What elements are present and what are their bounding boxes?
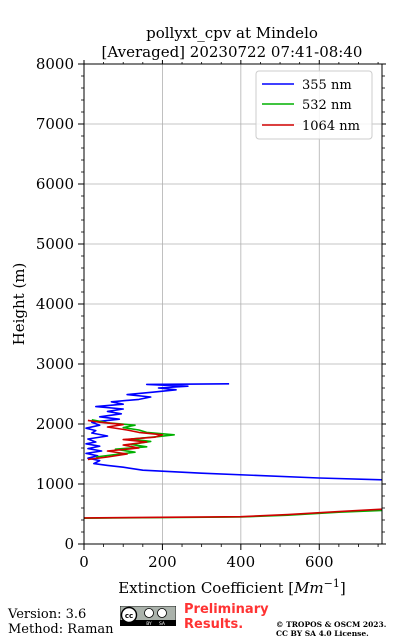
legend-box: [255, 70, 373, 140]
by-label: BY: [146, 621, 152, 626]
version-text: Version: 3.6: [8, 607, 87, 622]
x-axis-label-main: Extinction Coefficient [: [118, 579, 294, 597]
y-tick-label: 3000: [36, 355, 74, 373]
preliminary-results-text: Preliminary Results.: [184, 602, 269, 632]
legend-label-1064: 1064 nm: [302, 119, 360, 134]
series-line-355-nm: [85, 383, 382, 481]
cc-license-badge: cc BY SA: [120, 606, 176, 626]
y-tick-label: 5000: [36, 235, 74, 253]
x-tick-label: 400: [227, 553, 256, 571]
preliminary-line2: Results.: [184, 617, 244, 632]
x-tick-label: 600: [305, 553, 334, 571]
copyright-text: © TROPOS & OSCM 2023. CC BY SA 4.0 Licen…: [276, 620, 386, 638]
y-tick-label: 0: [64, 535, 74, 553]
x-tick-label: 0: [79, 553, 89, 571]
sa-icon: [157, 608, 167, 618]
y-tick-label: 1000: [36, 475, 74, 493]
y-tick-label: 4000: [36, 295, 74, 313]
by-icon: [144, 608, 154, 618]
sa-label: SA: [159, 621, 166, 626]
series-lines: [84, 383, 382, 519]
chart-title-line2: [Averaged] 20230722 07:41-08:40: [102, 43, 363, 61]
method-text: Method: Raman: [8, 622, 114, 637]
series-line-1064-nm: [84, 419, 382, 519]
legend-label-355: 355 nm: [302, 78, 352, 93]
x-axis-label-exp: −1: [324, 577, 340, 590]
y-tick-label: 7000: [36, 115, 74, 133]
preliminary-line1: Preliminary: [184, 602, 269, 617]
y-tick-label: 2000: [36, 415, 74, 433]
cc-icon-text: cc: [125, 612, 133, 620]
legend: 355 nm 532 nm 1064 nm: [255, 70, 373, 140]
x-tick-label: 200: [148, 553, 177, 571]
x-axis-label: Extinction Coefficient [Mm−1]: [118, 577, 345, 597]
y-tick-label: 6000: [36, 175, 74, 193]
y-tick-label: 8000: [36, 55, 74, 73]
y-axis-label: Height (m): [10, 263, 28, 346]
x-axis-label-end: ]: [340, 579, 346, 597]
x-axis-label-unit: Mm: [293, 579, 324, 597]
chart-title-line1: pollyxt_cpv at Mindelo: [146, 24, 318, 42]
cc-icon: [120, 606, 138, 624]
axis-ticks: 0 200 400 600010002000300040005000600070008…: [36, 55, 386, 571]
copyright-line1: © TROPOS & OSCM 2023.: [276, 620, 387, 629]
series-line-532-nm: [84, 419, 382, 519]
legend-label-532: 532 nm: [302, 98, 352, 113]
copyright-line2: CC BY SA 4.0 License.: [276, 629, 369, 638]
